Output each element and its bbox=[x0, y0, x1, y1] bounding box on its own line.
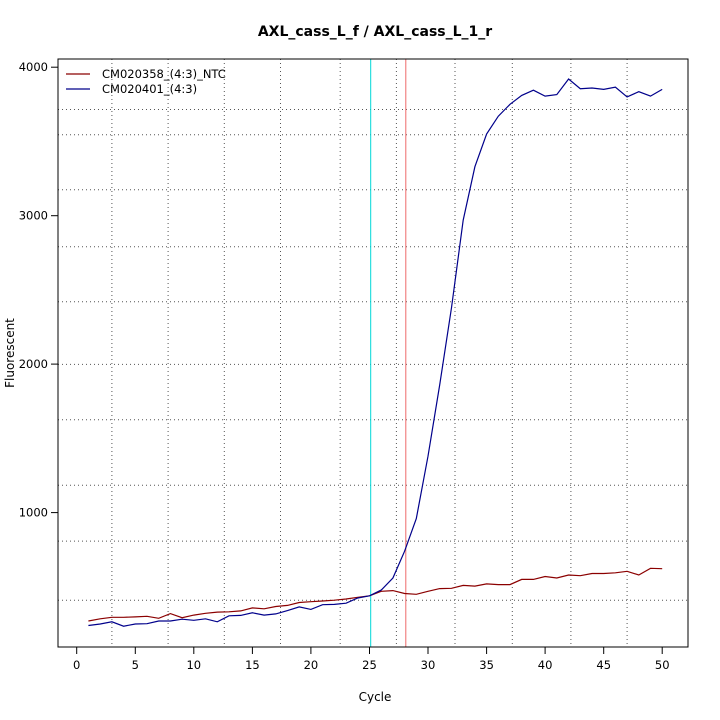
y-tick-label: 2000 bbox=[19, 357, 48, 371]
x-axis: 0 5 10 15 20 25 30 35 40 45 50 bbox=[73, 647, 670, 672]
plot-frame bbox=[57, 58, 689, 648]
x-tick-label: 25 bbox=[362, 658, 377, 672]
legend-entry-label: CM020358_(4:3)_NTC bbox=[102, 67, 226, 81]
x-tick-label: 35 bbox=[479, 658, 494, 672]
y-tick-label: 1000 bbox=[19, 506, 48, 520]
x-tick-label: 30 bbox=[421, 658, 436, 672]
y-tick-label: 3000 bbox=[19, 209, 48, 223]
x-tick-label: 15 bbox=[245, 658, 260, 672]
y-axis-label: Fluorescent bbox=[3, 318, 17, 388]
x-tick-label: 0 bbox=[73, 658, 80, 672]
grid-lines bbox=[58, 59, 688, 647]
x-tick-label: 10 bbox=[186, 658, 201, 672]
x-tick-label: 40 bbox=[538, 658, 553, 672]
legend-entry-label: CM020401_(4:3) bbox=[102, 82, 197, 96]
x-tick-label: 20 bbox=[304, 658, 319, 672]
x-axis-label: Cycle bbox=[359, 690, 392, 704]
x-tick-label: 50 bbox=[655, 658, 670, 672]
y-axis: 1000 2000 3000 4000 bbox=[19, 60, 58, 520]
x-tick-label: 5 bbox=[132, 658, 139, 672]
data-series bbox=[88, 78, 663, 627]
y-tick-label: 4000 bbox=[19, 60, 48, 74]
series-line-2 bbox=[88, 78, 663, 627]
chart-title: AXL_cass_L_f / AXL_cass_L_1_r bbox=[258, 24, 492, 40]
x-tick-label: 45 bbox=[596, 658, 611, 672]
